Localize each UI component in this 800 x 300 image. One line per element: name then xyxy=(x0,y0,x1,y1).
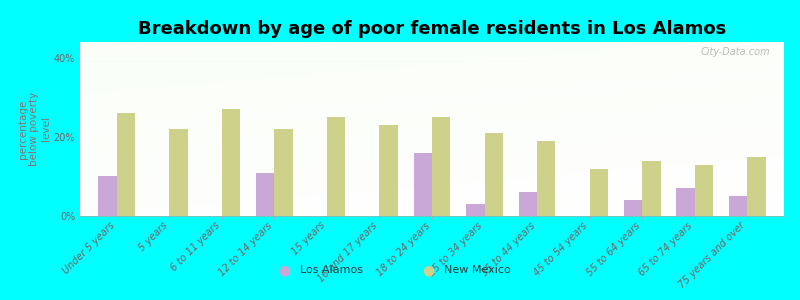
Bar xyxy=(676,188,694,216)
Text: ●: ● xyxy=(422,263,434,277)
Bar xyxy=(98,176,117,216)
Bar xyxy=(694,165,713,216)
Bar xyxy=(222,109,240,216)
Text: City-Data.com: City-Data.com xyxy=(700,47,770,57)
Bar xyxy=(327,117,346,216)
Bar xyxy=(432,117,450,216)
Bar xyxy=(729,196,747,216)
Bar xyxy=(117,113,135,216)
Bar xyxy=(485,133,503,216)
Text: Los Alamos: Los Alamos xyxy=(300,265,363,275)
Bar xyxy=(642,160,661,216)
Bar xyxy=(379,125,398,216)
Bar xyxy=(747,157,766,216)
Title: Breakdown by age of poor female residents in Los Alamos: Breakdown by age of poor female resident… xyxy=(138,20,726,38)
Bar xyxy=(518,192,537,216)
Bar xyxy=(414,153,432,216)
Y-axis label: percentage
below poverty
level: percentage below poverty level xyxy=(18,92,51,166)
Bar xyxy=(274,129,293,216)
Bar xyxy=(466,204,485,216)
Bar xyxy=(624,200,642,216)
Text: ●: ● xyxy=(278,263,290,277)
Bar xyxy=(590,169,608,216)
Bar xyxy=(537,141,555,216)
Text: New Mexico: New Mexico xyxy=(444,265,510,275)
Bar xyxy=(170,129,188,216)
Bar xyxy=(256,172,274,216)
